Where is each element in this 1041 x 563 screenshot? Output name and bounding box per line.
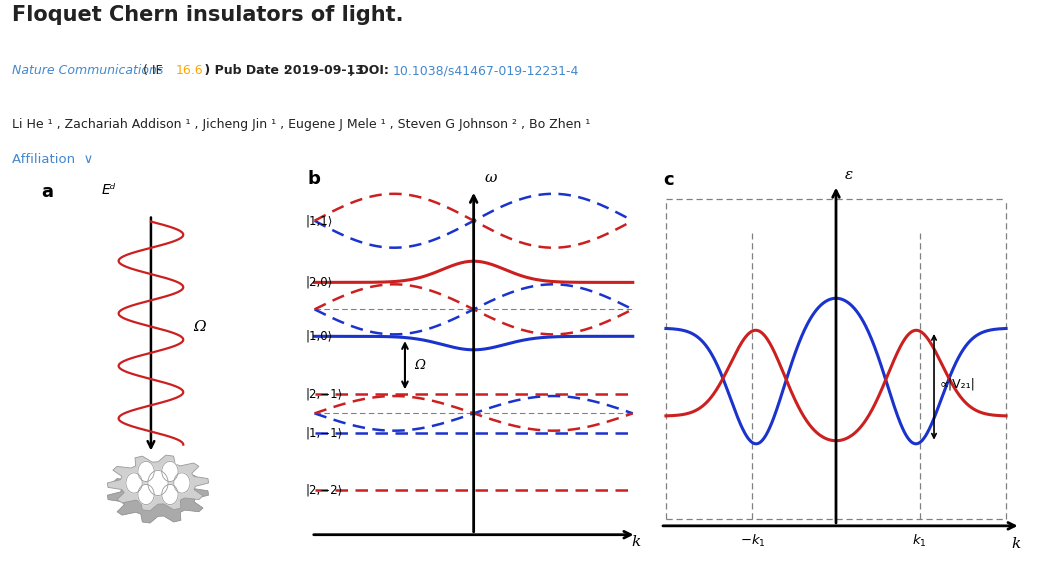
Text: 2019-09-13: 2019-09-13: [284, 64, 364, 77]
Circle shape: [174, 473, 191, 493]
Text: b: b: [307, 170, 321, 188]
Text: Nature Communications: Nature Communications: [12, 64, 163, 77]
Text: Affiliation  ∨: Affiliation ∨: [12, 153, 94, 166]
Text: |1,0⟩: |1,0⟩: [305, 330, 333, 343]
Circle shape: [126, 473, 143, 493]
Text: $-k_1$: $-k_1$: [739, 533, 765, 549]
Polygon shape: [107, 467, 208, 523]
Text: |2,−1⟩: |2,−1⟩: [305, 387, 342, 401]
Circle shape: [137, 484, 154, 504]
Text: Ω: Ω: [194, 320, 206, 334]
Text: k: k: [1012, 537, 1021, 551]
Text: 10.1038/s41467-019-12231-4: 10.1038/s41467-019-12231-4: [392, 64, 579, 77]
Polygon shape: [107, 455, 208, 511]
Text: ( IF: ( IF: [139, 64, 167, 77]
Circle shape: [148, 471, 168, 495]
Text: 16.6: 16.6: [176, 64, 203, 77]
Circle shape: [137, 461, 154, 481]
Text: |1,1⟩: |1,1⟩: [305, 215, 333, 227]
Text: k: k: [631, 535, 640, 549]
Text: $k_1$: $k_1$: [912, 533, 926, 549]
Text: ε: ε: [844, 168, 853, 182]
Text: |2,0⟩: |2,0⟩: [305, 276, 333, 289]
Text: a: a: [42, 183, 53, 201]
Text: |2,−2⟩: |2,−2⟩: [305, 484, 342, 497]
Text: |1,−1⟩: |1,−1⟩: [305, 426, 342, 439]
Circle shape: [161, 461, 178, 481]
Text: Li He ¹ , Zachariah Addison ¹ , Jicheng Jin ¹ , Eugene J Mele ¹ , Steven G Johns: Li He ¹ , Zachariah Addison ¹ , Jicheng …: [12, 118, 590, 131]
Text: ) Pub Date :: ) Pub Date :: [200, 64, 293, 77]
Text: Floquet Chern insulators of light.: Floquet Chern insulators of light.: [12, 5, 404, 25]
Text: Ω: Ω: [414, 359, 425, 372]
Text: Eᵈ: Eᵈ: [102, 183, 117, 197]
Circle shape: [161, 484, 178, 504]
Text: ω: ω: [484, 171, 497, 185]
Text: , DOI:: , DOI:: [345, 64, 392, 77]
Text: ∝|V₂₁|: ∝|V₂₁|: [940, 377, 975, 390]
Text: c: c: [663, 171, 674, 189]
